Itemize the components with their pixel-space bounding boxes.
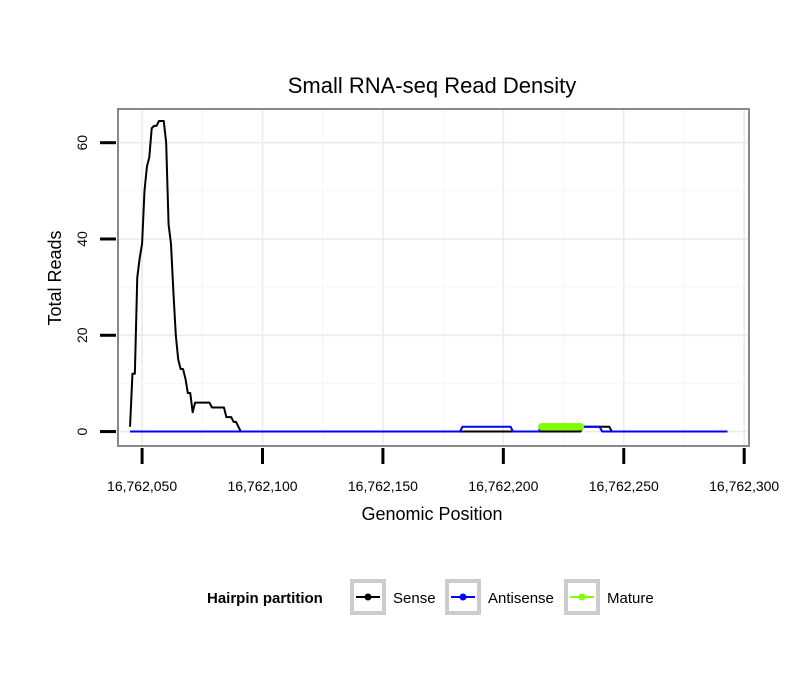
legend-key-point-sense xyxy=(364,593,372,601)
legend-label-mature: Mature xyxy=(607,590,654,607)
x-tick-label: 16,762,300 xyxy=(709,478,779,494)
x-tick-label: 16,762,050 xyxy=(107,478,177,494)
x-tick-label: 16,762,100 xyxy=(227,478,297,494)
y-tick-label: 20 xyxy=(74,327,90,343)
series-point-mature xyxy=(576,422,585,431)
plot-panel xyxy=(118,109,749,446)
x-axis: 16,762,050 16,762,100 16,762,150 16,762,200… xyxy=(107,448,779,494)
y-tick-label: 40 xyxy=(74,231,90,247)
series-layer xyxy=(129,120,728,433)
x-tick-label: 16,762,150 xyxy=(348,478,418,494)
x-tick-label: 16,762,200 xyxy=(468,478,538,494)
y-axis: 0 20 40 60 xyxy=(74,135,116,435)
x-tick-label: 16,762,250 xyxy=(589,478,659,494)
x-axis-title: Genomic Position xyxy=(361,504,502,524)
chart-title: Small RNA-seq Read Density xyxy=(288,73,577,98)
series-line-antisense xyxy=(130,425,728,433)
plot-border xyxy=(117,108,750,447)
series-line-sense xyxy=(129,120,728,433)
legend: Hairpin partition Sense Antisense Mature xyxy=(207,579,654,615)
legend-label-sense: Sense xyxy=(393,590,436,607)
legend-title: Hairpin partition xyxy=(207,590,323,607)
legend-label-antisense: Antisense xyxy=(488,590,554,607)
y-axis-title: Total Reads xyxy=(45,230,65,325)
legend-key-point-mature xyxy=(578,593,586,601)
y-tick-label: 0 xyxy=(74,427,90,435)
legend-key-point-antisense xyxy=(459,593,467,601)
y-tick-label: 60 xyxy=(74,135,90,151)
